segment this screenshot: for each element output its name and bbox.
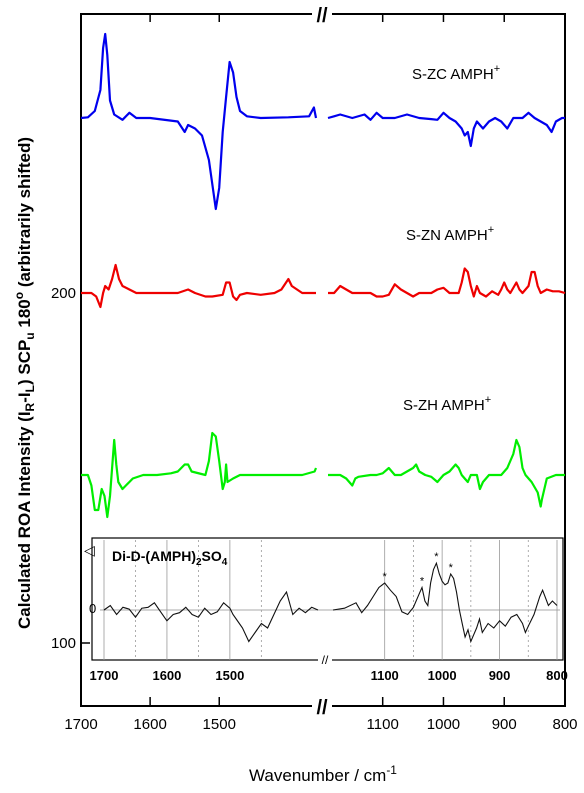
series-line-1-seg1 <box>328 267 566 298</box>
inset-x-tick-label: 800 <box>546 668 568 683</box>
inset-x-ticks: 1700 1600 1500 1100 1000 900 800 <box>90 668 568 683</box>
series-line-2-seg1 <box>328 438 565 508</box>
series-line-0-seg1 <box>327 111 565 148</box>
inset-x-tick-label: 1600 <box>152 668 181 683</box>
x-tick-label: 1600 <box>133 716 166 733</box>
inset-grid <box>100 540 560 660</box>
inset-star: * <box>434 551 439 563</box>
inset-title: Di-D-(AMPH)2SO4 <box>112 548 228 568</box>
axis-break-bottom: // <box>316 697 328 719</box>
axis-break-gap-top <box>312 6 332 22</box>
y-axis-title: Calculated ROA Intensity (IR-IL) SCPu 18… <box>12 137 37 629</box>
inset-x-tick-label: 900 <box>489 668 511 683</box>
series-line-0-seg0 <box>80 32 318 211</box>
inset-star: * <box>383 571 388 583</box>
series-label-szh: S-ZH AMPH+ <box>403 394 491 414</box>
x-axis-title: Wavenumber / cm-1 <box>249 763 397 785</box>
series-label-szn: S-ZN AMPH+ <box>406 224 494 244</box>
inset-axis-break: // <box>322 653 329 667</box>
x-axis-ticks: 1700 1600 1500 1100 1000 900 800 <box>64 14 578 733</box>
inset-series <box>103 561 558 644</box>
inset-star: * <box>420 576 425 588</box>
inset-zero-label: 0 <box>89 601 96 616</box>
inset-star: * <box>449 562 454 574</box>
inset-line-seg0 <box>103 590 319 643</box>
y-axis-ticks: 100 200 <box>51 285 90 652</box>
x-tick-label: 1500 <box>203 716 236 733</box>
experimental-inset: * * * * Di-D-(AMPH)2SO4 ◁ 0 1700 1600 1500 110… <box>84 537 568 683</box>
y-tick-label: 100 <box>51 635 76 652</box>
axis-break-gap-bottom <box>312 698 332 714</box>
inset-x-tick-label: 1500 <box>215 668 244 683</box>
series-layer <box>80 32 566 519</box>
inset-frame <box>91 537 564 661</box>
x-tick-label: 800 <box>552 716 577 733</box>
inset-triangle-marker: ◁ <box>84 543 95 559</box>
series-line-2-seg0 <box>81 431 318 519</box>
x-tick-label: 900 <box>492 716 517 733</box>
inset-stars: * * * * <box>383 551 454 587</box>
axis-break-top: // <box>316 5 328 27</box>
inset-line-seg1 <box>332 561 558 644</box>
y-tick-label: 200 <box>51 285 76 302</box>
x-tick-label: 1700 <box>64 716 97 733</box>
inset-break-gap <box>318 650 332 664</box>
series-line-1-seg0 <box>81 263 316 309</box>
inset-x-tick-label: 1000 <box>428 668 457 683</box>
x-tick-label: 1000 <box>427 716 460 733</box>
inset-x-tick-label: 1100 <box>371 668 399 683</box>
inset-x-tick-label: 1700 <box>90 668 119 683</box>
series-label-szc: S-ZC AMPH+ <box>412 63 500 83</box>
x-tick-label: 1100 <box>367 716 399 733</box>
